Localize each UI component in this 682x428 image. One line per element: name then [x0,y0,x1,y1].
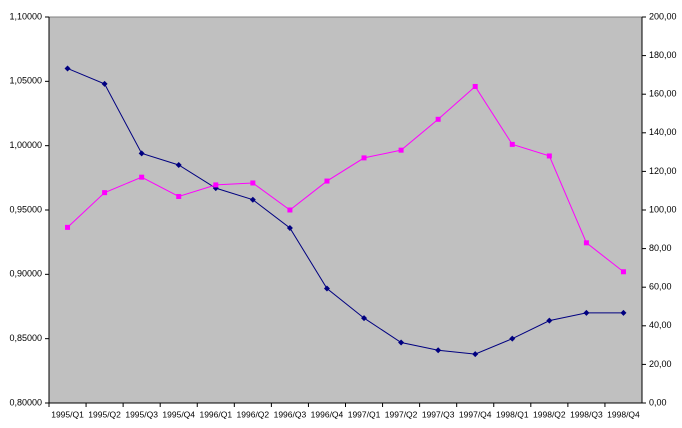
point-marker [472,351,479,358]
y2-tick-label: 120,00 [649,166,677,176]
x-tick-label: 1996/Q2 [237,409,270,419]
y-tick-label: 1,05000 [9,76,42,86]
point-marker [583,309,590,316]
y2-tick-label: 0,00 [649,397,667,407]
x-tick-label: 1995/Q3 [125,409,158,419]
point-marker [323,285,330,292]
point-marker [546,153,552,159]
point-marker [101,80,108,87]
y-tick-label: 1,10000 [9,11,42,21]
y-tick-label: 0,95000 [9,204,42,214]
x-tick-label: 1998/Q3 [570,409,603,419]
x-tick-label: 1996/Q4 [311,409,344,419]
point-marker [250,180,256,186]
y2-tick-label: 100,00 [649,204,677,214]
y2-tick-label: 180,00 [649,50,677,60]
y-tick-label: 0,90000 [9,269,42,279]
plot-area [48,16,643,404]
point-marker [583,240,589,246]
point-marker [435,347,442,354]
x-tick-label: 1995/Q1 [51,409,84,419]
series-line [67,68,624,355]
x-tick-label: 1997/Q2 [385,409,418,419]
y2-tick-label: 140,00 [649,127,677,137]
x-tick-label: 1997/Q4 [459,409,492,419]
y-tick-label: 0,85000 [9,333,42,343]
point-marker [138,150,145,157]
point-marker [64,65,71,72]
x-tick-label: 1998/Q1 [496,409,529,419]
point-marker [65,224,71,230]
point-marker [139,174,145,180]
x-tick-label: 1997/Q3 [422,409,455,419]
x-tick-label: 1998/Q4 [607,409,640,419]
point-marker [620,269,626,275]
point-marker [213,182,219,188]
point-marker [398,147,404,153]
point-marker [435,116,441,122]
point-marker [175,161,182,168]
y2-tick-label: 20,00 [649,359,672,369]
point-marker [546,317,553,324]
point-marker [249,196,256,203]
point-marker [398,339,405,346]
point-marker [176,193,182,199]
point-marker [102,190,108,196]
point-marker [286,225,293,232]
y-tick-label: 1,00000 [9,140,42,150]
x-tick-label: 1996/Q3 [274,409,307,419]
x-tick-label: 1998/Q2 [533,409,566,419]
point-marker [509,141,515,147]
series-line [67,85,624,273]
point-marker [620,309,627,316]
y2-tick-label: 200,00 [649,11,677,21]
point-marker [472,83,478,89]
y2-tick-label: 40,00 [649,320,672,330]
point-marker [361,155,367,161]
x-tick-label: 1995/Q2 [88,409,121,419]
y2-tick-label: 160,00 [649,89,677,99]
x-tick-label: 1997/Q1 [348,409,381,419]
y-tick-label: 0,80000 [9,397,42,407]
y2-tick-label: 80,00 [649,243,672,253]
x-tick-label: 1996/Q1 [199,409,232,419]
point-marker [361,315,368,322]
point-marker [509,335,516,342]
y2-tick-label: 60,00 [649,282,672,292]
x-tick-label: 1995/Q4 [162,409,195,419]
point-marker [324,178,330,184]
point-marker [287,207,293,213]
